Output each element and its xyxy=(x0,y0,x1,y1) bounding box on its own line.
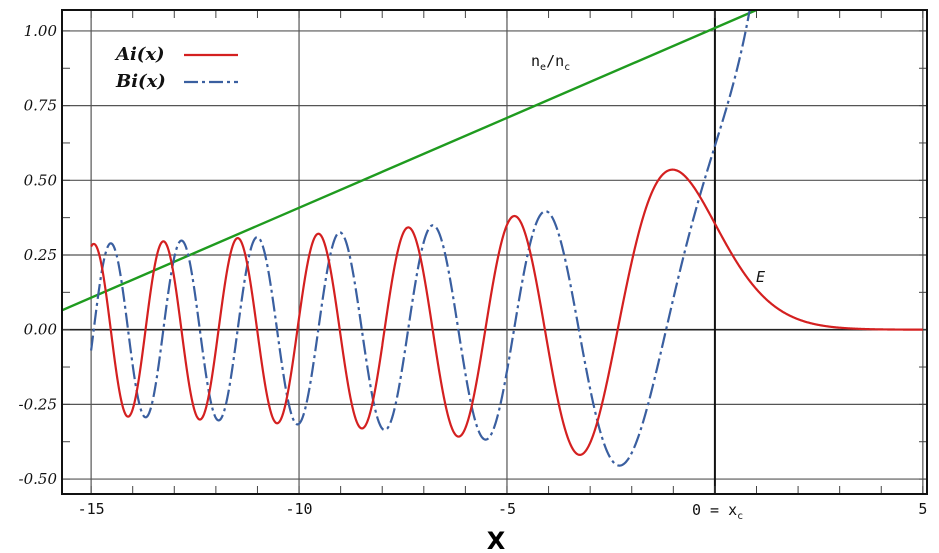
annotation-e: E xyxy=(756,268,765,286)
x-axis-label: X xyxy=(487,527,506,553)
x-tick-label: 5 xyxy=(918,500,927,518)
y-tick-label: 1.00 xyxy=(24,22,58,40)
y-tick-label: -0.50 xyxy=(19,470,58,488)
annotation-ne-nc: ne/nc xyxy=(531,52,570,73)
legend: Ai(x) Bi(x) xyxy=(114,44,238,92)
plot-frame xyxy=(61,9,928,495)
series-line-ai xyxy=(90,168,923,456)
series-line-bi xyxy=(90,10,751,467)
tick-labels: -0.50 -0.25 0.00 0.25 0.50 0.75 1.00 -15 -10 -5 5 xyxy=(19,22,928,518)
y-tick-label: -0.25 xyxy=(19,395,57,413)
x-tick-label: -15 xyxy=(78,500,105,518)
series-line-green xyxy=(62,10,757,312)
minor-ticks xyxy=(62,10,927,494)
y-tick-label: 0.50 xyxy=(24,171,58,189)
axes-layer xyxy=(61,9,928,495)
legend-label-ai: Ai(x) xyxy=(114,44,165,65)
y-tick-label: 0.25 xyxy=(24,246,57,264)
grid-lines xyxy=(62,10,927,494)
annotation-xc: 0 = xc xyxy=(692,501,743,522)
y-tick-label: 0.75 xyxy=(24,97,57,115)
plot-area xyxy=(62,10,927,494)
legend-label-bi: Bi(x) xyxy=(115,71,166,92)
x-tick-label: -5 xyxy=(498,500,516,518)
series-layer xyxy=(62,10,923,467)
y-tick-label: 0.00 xyxy=(24,321,58,339)
x-tick-label: -10 xyxy=(285,500,312,518)
